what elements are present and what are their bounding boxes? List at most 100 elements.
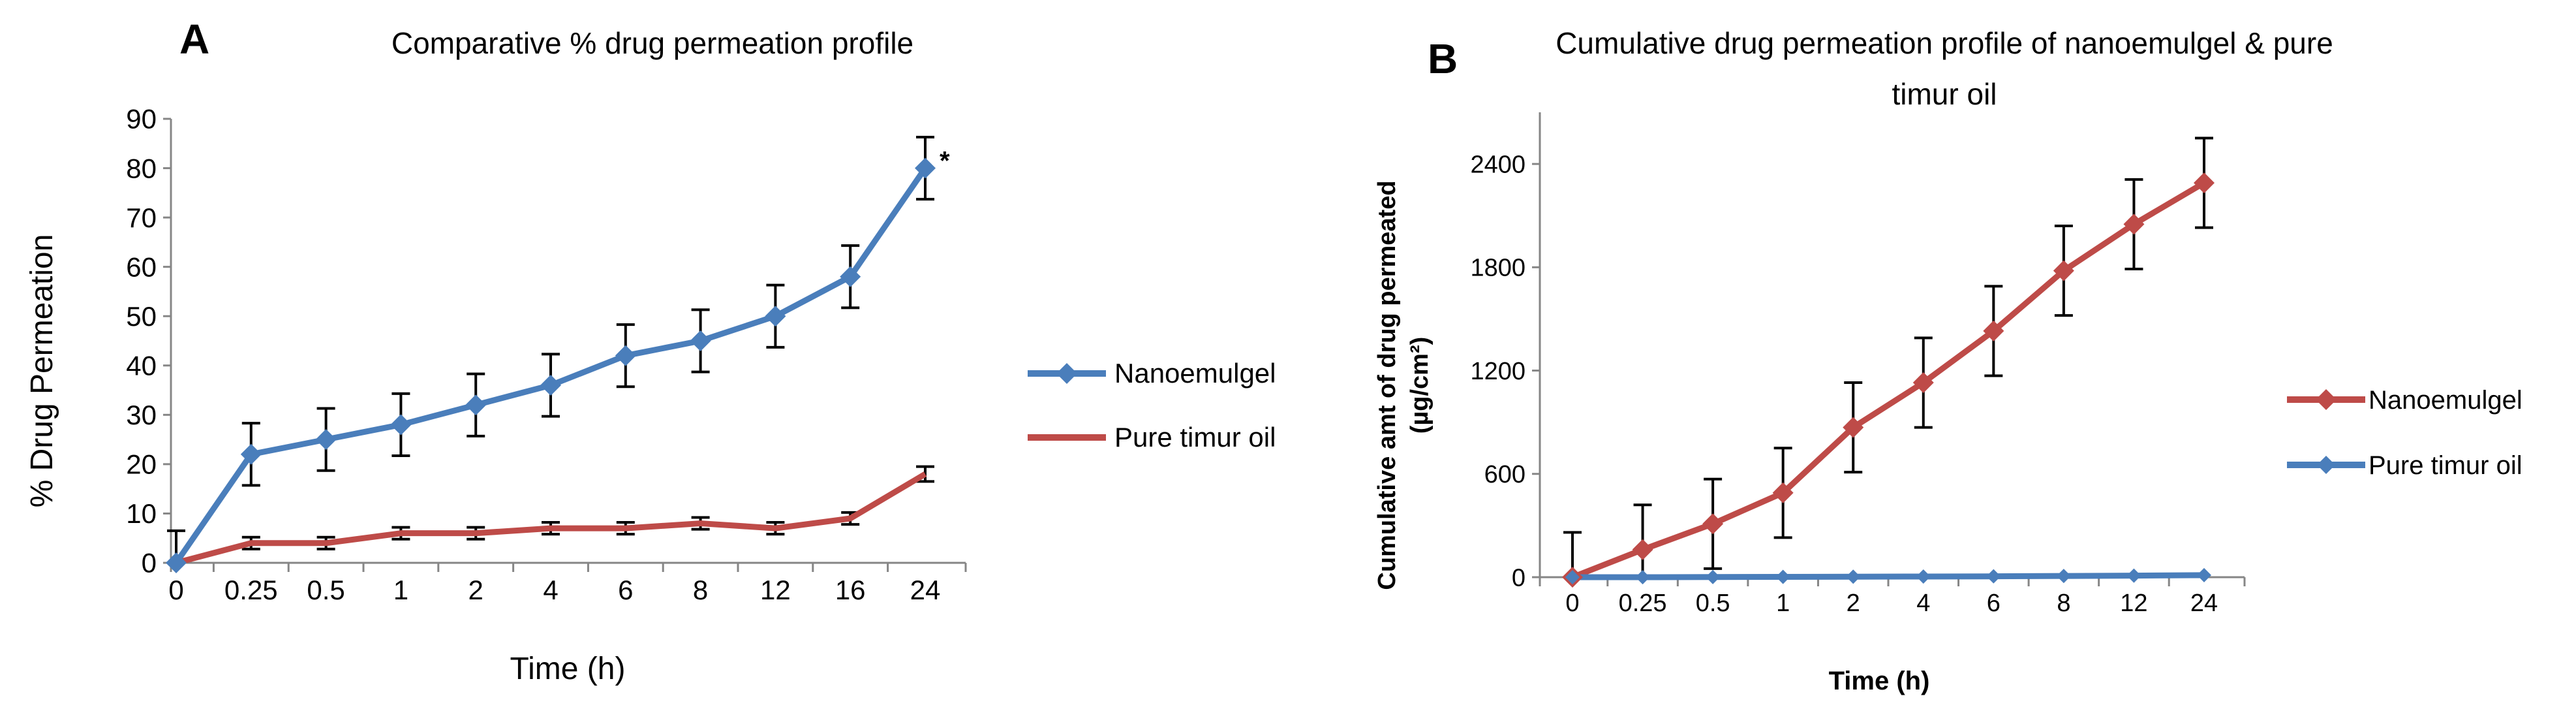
panel-b-points xyxy=(1562,172,2215,588)
legend-label-pure-timur-oil: Pure timur oil xyxy=(1114,422,1276,452)
x-tick-label: 6 xyxy=(1987,590,2001,617)
data-point-nanoemulgel xyxy=(1772,482,1794,503)
data-point-nanoemulgel xyxy=(2053,260,2074,281)
x-tick-label: 12 xyxy=(760,575,791,605)
data-point-pure-timur-oil xyxy=(1846,569,1861,584)
data-point-nanoemulgel xyxy=(2194,172,2215,194)
x-tick-label: 1 xyxy=(393,575,408,605)
x-tick-label: 4 xyxy=(1916,590,1930,617)
data-point-nanoemulgel xyxy=(840,266,861,287)
data-point-nanoemulgel xyxy=(1702,513,1724,535)
y-tick-label: 40 xyxy=(126,350,157,381)
x-tick-label: 1 xyxy=(1776,590,1790,617)
data-point-nanoemulgel xyxy=(1983,320,2004,341)
legend-marker-nanoemulgel xyxy=(2316,389,2337,410)
x-tick-label: 0 xyxy=(168,575,183,605)
panel-b-series-lines xyxy=(1571,180,2206,580)
panel-b: B Cumulative drug permeation profile of … xyxy=(1373,26,2522,695)
data-point-pure-timur-oil xyxy=(2197,567,2211,582)
x-tick-label: 0.5 xyxy=(307,575,345,605)
panel-a-label: A xyxy=(179,16,209,63)
legend-marker-pure-timur-oil xyxy=(2317,456,2335,474)
panel-a-y-axis-label: % Drug Permeation xyxy=(25,234,59,508)
y-tick-label: 2400 xyxy=(1470,151,1526,178)
x-tick-label: 6 xyxy=(618,575,633,605)
y-tick-label: 60 xyxy=(126,251,157,282)
y-tick-label: 50 xyxy=(126,301,157,332)
y-tick-label: 20 xyxy=(126,449,157,480)
x-tick-label: 8 xyxy=(2057,590,2070,617)
x-tick-label: 0 xyxy=(1565,590,1579,617)
x-tick-label: 4 xyxy=(543,575,558,605)
x-tick-label: 24 xyxy=(2190,590,2218,617)
panel-a-points xyxy=(166,157,936,573)
panel-b-error-bars xyxy=(1563,136,2213,577)
data-point-nanoemulgel xyxy=(465,394,487,416)
data-point-pure-timur-oil xyxy=(2056,569,2071,584)
data-point-pure-timur-oil xyxy=(1775,569,1790,584)
panel-a-legend: Nanoemulgel Pure timur oil xyxy=(1028,358,1276,452)
panel-a: A Comparative % drug permeation profile … xyxy=(25,16,1276,686)
panel-b-label: B xyxy=(1428,35,1458,82)
y-tick-label: 90 xyxy=(126,104,157,135)
panel-b-x-axis-label: Time (h) xyxy=(1829,667,1930,695)
data-point-nanoemulgel xyxy=(1843,417,1864,438)
y-tick-label: 30 xyxy=(126,400,157,430)
y-tick-label: 0 xyxy=(1512,564,1526,592)
panel-a-x-axis-label: Time (h) xyxy=(510,652,626,686)
legend-marker-nanoemulgel xyxy=(1056,363,1077,384)
data-point-pure-timur-oil xyxy=(1706,569,1721,584)
x-tick-label: 24 xyxy=(910,575,941,605)
data-point-nanoemulgel xyxy=(915,157,936,179)
x-tick-label: 2 xyxy=(468,575,483,605)
data-point-nanoemulgel xyxy=(166,552,187,573)
y-tick-label: 70 xyxy=(126,202,157,233)
data-point-nanoemulgel xyxy=(2123,214,2145,235)
series-line-pure-timur-oil xyxy=(175,471,927,566)
data-point-pure-timur-oil xyxy=(1635,570,1650,584)
data-point-pure-timur-oil xyxy=(2126,568,2141,583)
panel-b-y-axis-label-line-2: (µg/cm²) xyxy=(1406,337,1434,434)
panel-a-error-bars xyxy=(167,135,934,563)
series-line-pure-timur-oil xyxy=(1572,572,2205,580)
data-point-nanoemulgel xyxy=(1632,539,1653,560)
x-tick-label: 0.5 xyxy=(1696,590,1730,617)
x-tick-label: 16 xyxy=(835,575,866,605)
x-tick-label: 8 xyxy=(693,575,708,605)
legend-label-pure-timur-oil: Pure timur oil xyxy=(2369,451,2522,480)
data-point-nanoemulgel xyxy=(690,330,711,351)
y-tick-label: 10 xyxy=(126,498,157,529)
panel-b-title-line-1: Cumulative drug permeation profile of na… xyxy=(1556,26,2333,60)
data-point-nanoemulgel xyxy=(390,414,412,436)
y-tick-label: 1200 xyxy=(1470,358,1526,385)
x-tick-label: 0.25 xyxy=(1619,590,1667,617)
data-point-nanoemulgel xyxy=(240,443,262,465)
legend-label-nanoemulgel: Nanoemulgel xyxy=(2369,386,2522,415)
panel-a-significance-annotation: * xyxy=(940,147,950,176)
x-tick-label: 0.25 xyxy=(224,575,278,605)
x-tick-label: 12 xyxy=(2120,590,2147,617)
data-point-pure-timur-oil xyxy=(1565,570,1580,584)
y-tick-label: 600 xyxy=(1484,461,1526,488)
data-point-nanoemulgel xyxy=(765,306,786,327)
data-point-nanoemulgel xyxy=(1912,372,1934,394)
legend-label-nanoemulgel: Nanoemulgel xyxy=(1114,358,1276,388)
y-tick-label: 1800 xyxy=(1470,255,1526,282)
panel-b-y-axis-label-line-1: Cumulative amt of drug permeated xyxy=(1373,180,1401,590)
x-tick-label: 2 xyxy=(1847,590,1860,617)
data-point-pure-timur-oil xyxy=(1986,569,2001,584)
y-tick-label: 0 xyxy=(142,548,157,578)
panel-b-legend: Nanoemulgel Pure timur oil xyxy=(2287,386,2522,480)
y-tick-label: 80 xyxy=(126,153,157,183)
panel-b-title-line-2: timur oil xyxy=(1892,77,1997,111)
data-point-pure-timur-oil xyxy=(1916,569,1931,584)
panel-a-title: Comparative % drug permeation profile xyxy=(391,26,913,60)
data-point-nanoemulgel xyxy=(315,429,337,451)
series-line-nanoemulgel xyxy=(1571,180,2206,580)
data-point-nanoemulgel xyxy=(540,375,561,396)
data-point-nanoemulgel xyxy=(615,345,636,366)
